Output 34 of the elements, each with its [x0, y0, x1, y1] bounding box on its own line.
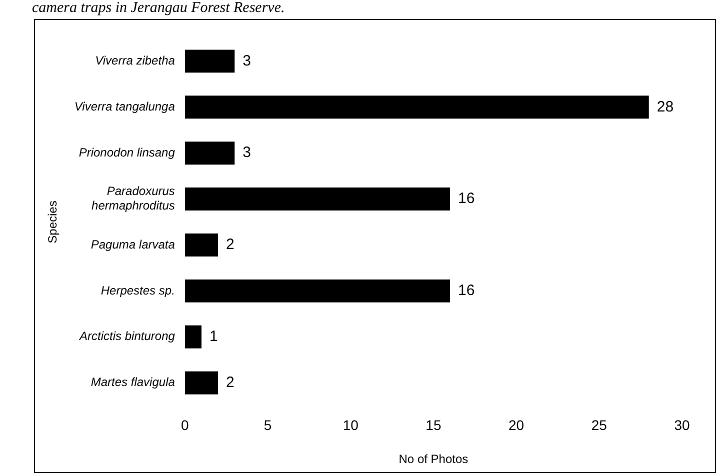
- y-tick-label: Herpestes sp.: [100, 283, 175, 298]
- data-label: 1: [209, 328, 218, 346]
- bar: [184, 371, 218, 394]
- data-label: 2: [226, 236, 234, 254]
- x-tick-label: 10: [342, 417, 359, 434]
- y-tick-label: Paradoxurus hermaphroditus: [92, 184, 175, 213]
- y-tick-label: Paguma larvata: [90, 237, 176, 252]
- y-tick-label: Martes flavigula: [90, 375, 176, 390]
- bar: [184, 142, 235, 165]
- bar: [184, 279, 450, 302]
- y-tick-label: Viverra tangalunga: [74, 99, 176, 114]
- x-tick-label: 5: [264, 417, 272, 434]
- x-tick-label: 25: [591, 417, 608, 434]
- bar: [184, 50, 235, 73]
- bar: [184, 188, 450, 211]
- x-tick-label: 30: [674, 417, 690, 434]
- data-label: 16: [458, 282, 475, 300]
- y-tick-label: Prionodon linsang: [78, 145, 176, 160]
- chart-title: camera traps in Jerangau Forest Reserve.: [32, 0, 285, 17]
- y-tick-label: Arctictis binturong: [78, 329, 176, 344]
- data-label: 16: [458, 190, 475, 208]
- x-tick-label: 15: [426, 417, 442, 434]
- y-axis-title: Species: [46, 200, 60, 244]
- x-tick-label: 20: [508, 417, 524, 434]
- bar: [184, 233, 218, 256]
- y-tick-label: Viverra zibetha: [95, 54, 176, 68]
- data-label: 2: [226, 374, 234, 391]
- data-label: 28: [656, 98, 674, 116]
- x-tick-label: 0: [181, 417, 190, 434]
- bar: [184, 325, 202, 348]
- bar: [184, 96, 649, 119]
- x-axis-title: No of Photos: [398, 452, 468, 466]
- data-label: 3: [242, 144, 251, 162]
- data-label: 3: [242, 52, 251, 70]
